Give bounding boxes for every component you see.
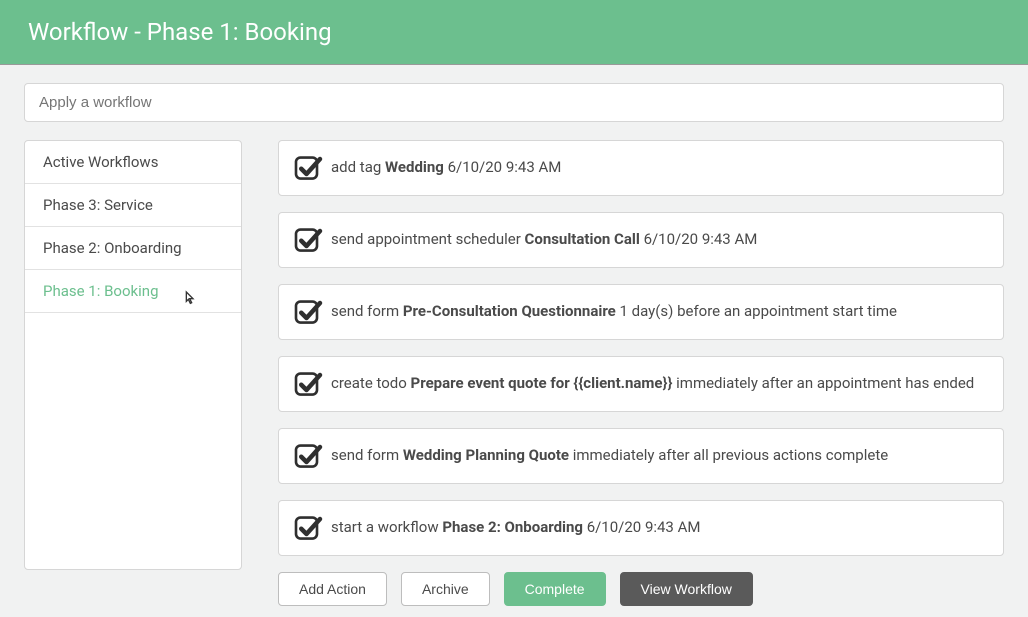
main-layout: Active Workflows Phase 3: Service Phase 2:… <box>0 122 1028 606</box>
workflow-action-row[interactable]: add tag Wedding 6/10/20 9:43 AM <box>278 140 1004 196</box>
view-workflow-button[interactable]: View Workflow <box>620 572 753 606</box>
workflow-select-wrapper <box>24 83 1004 122</box>
sidebar-item-label: Phase 3: Service <box>43 196 153 214</box>
workflow-action-row[interactable]: start a workflow Phase 2: Onboarding 6/1… <box>278 500 1004 556</box>
action-button-row: Add Action Archive Complete View Workflo… <box>278 572 1004 606</box>
workflow-action-text: send form Wedding Planning Quote immedia… <box>331 446 888 466</box>
action-suffix: immediately after all previous actions c… <box>569 446 888 464</box>
page-title: Workflow - Phase 1: Booking <box>28 18 332 46</box>
sidebar-item-active-workflows[interactable]: Active Workflows <box>25 141 241 184</box>
workflow-action-text: send form Pre-Consultation Questionnaire… <box>331 302 897 322</box>
action-bold: Wedding Planning Quote <box>403 446 569 464</box>
add-action-button[interactable]: Add Action <box>278 572 387 606</box>
action-prefix: start a workflow <box>331 518 442 536</box>
workflow-action-row[interactable]: send form Wedding Planning Quote immedia… <box>278 428 1004 484</box>
sidebar-item-label: Active Workflows <box>43 153 158 171</box>
workflow-action-text: add tag Wedding 6/10/20 9:43 AM <box>331 158 561 178</box>
action-prefix: create todo <box>331 374 411 392</box>
apply-workflow-input[interactable] <box>24 83 1004 122</box>
page-header: Workflow - Phase 1: Booking <box>0 0 1028 65</box>
action-prefix: send appointment scheduler <box>331 230 525 248</box>
sidebar-item-phase-2-onboarding[interactable]: Phase 2: Onboarding <box>25 227 241 270</box>
workflow-action-row[interactable]: send appointment scheduler Consultation … <box>278 212 1004 268</box>
action-bold: Consultation Call <box>525 230 640 248</box>
action-suffix: 6/10/20 9:43 AM <box>583 518 701 536</box>
checkbox-checked-icon[interactable] <box>293 369 323 399</box>
archive-button[interactable]: Archive <box>401 572 490 606</box>
checkbox-checked-icon[interactable] <box>293 297 323 327</box>
cursor-icon <box>181 290 197 310</box>
sidebar-item-phase-1-booking[interactable]: Phase 1: Booking <box>25 270 241 313</box>
action-bold: Prepare event quote for {{client.name}} <box>411 374 673 392</box>
checkbox-checked-icon[interactable] <box>293 513 323 543</box>
workflow-action-text: create todo Prepare event quote for {{cl… <box>331 374 974 394</box>
checkbox-checked-icon[interactable] <box>293 441 323 471</box>
checkbox-checked-icon[interactable] <box>293 225 323 255</box>
workflow-action-row[interactable]: create todo Prepare event quote for {{cl… <box>278 356 1004 412</box>
action-bold: Phase 2: Onboarding <box>442 518 583 536</box>
workflow-action-row[interactable]: send form Pre-Consultation Questionnaire… <box>278 284 1004 340</box>
sidebar-item-label: Phase 2: Onboarding <box>43 239 182 257</box>
workflow-action-text: start a workflow Phase 2: Onboarding 6/1… <box>331 518 700 538</box>
action-prefix: send form <box>331 302 403 320</box>
action-prefix: send form <box>331 446 403 464</box>
action-suffix: 6/10/20 9:43 AM <box>640 230 758 248</box>
action-bold: Wedding <box>385 158 444 176</box>
workflow-action-text: send appointment scheduler Consultation … <box>331 230 757 250</box>
action-suffix: immediately after an appointment has end… <box>672 374 974 392</box>
workflow-sidebar: Active Workflows Phase 3: Service Phase 2:… <box>24 140 242 570</box>
action-suffix: 6/10/20 9:43 AM <box>444 158 562 176</box>
workflow-content: add tag Wedding 6/10/20 9:43 AMsend appo… <box>278 140 1004 606</box>
checkbox-checked-icon[interactable] <box>293 153 323 183</box>
sidebar-item-phase-3-service[interactable]: Phase 3: Service <box>25 184 241 227</box>
action-suffix: 1 day(s) before an appointment start tim… <box>616 302 897 320</box>
complete-button[interactable]: Complete <box>504 572 606 606</box>
action-prefix: add tag <box>331 158 385 176</box>
action-bold: Pre-Consultation Questionnaire <box>403 302 616 320</box>
sidebar-item-label: Phase 1: Booking <box>43 282 159 300</box>
